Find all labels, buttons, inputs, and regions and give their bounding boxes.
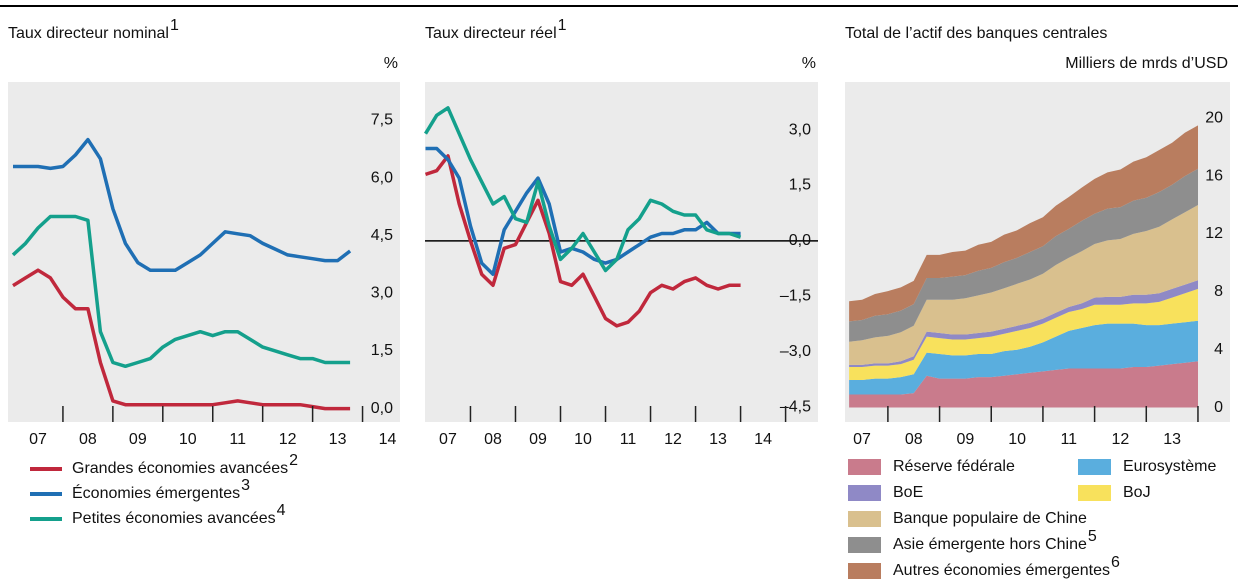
y-tick-label: 20 <box>1205 109 1223 126</box>
x-tick-label: 07 <box>853 431 871 448</box>
legend-label: Réserve fédérale <box>893 458 1015 475</box>
superscript: 1 <box>170 17 179 34</box>
legend-swatch <box>1078 459 1111 475</box>
area-layer <box>849 125 1198 322</box>
legend-label: Eurosystème <box>1123 458 1216 475</box>
legend-swatch <box>848 511 881 527</box>
y-tick-label: 0 <box>1214 399 1223 416</box>
superscript: 5 <box>1088 528 1097 545</box>
x-tick-label: 14 <box>754 431 772 448</box>
y-tick-label: 12 <box>1205 225 1223 242</box>
y-tick-label: 6,0 <box>371 169 393 186</box>
superscript: 4 <box>277 502 286 519</box>
x-tick-label: 14 <box>379 431 397 448</box>
y-tick-label: 0,0 <box>371 400 393 417</box>
area-layer <box>849 205 1198 365</box>
y-tick-label: 16 <box>1205 167 1223 184</box>
y-tick-label: 3,0 <box>789 121 811 138</box>
x-tick-label: 08 <box>905 431 923 448</box>
legend-label: Banque populaire de Chine <box>893 510 1087 527</box>
x-tick-label: 09 <box>957 431 975 448</box>
unit-label: Milliers de mrds d’USD <box>1065 55 1228 72</box>
legend-swatch <box>848 563 881 579</box>
x-tick-label: 13 <box>1163 431 1181 448</box>
unit-label: % <box>384 55 398 72</box>
y-tick-label: –1,5 <box>780 288 811 305</box>
area-layer <box>849 288 1198 380</box>
legend-swatch <box>1078 485 1111 501</box>
legend-label: BoJ <box>1123 484 1151 501</box>
x-tick-label: 13 <box>709 431 727 448</box>
x-tick-label: 08 <box>484 431 502 448</box>
y-tick-label: 7,5 <box>371 112 393 129</box>
y-tick-label: 3,0 <box>371 285 393 302</box>
y-tick-label: 4 <box>1214 341 1223 358</box>
x-tick-label: 09 <box>529 431 547 448</box>
area-layer <box>849 168 1198 342</box>
legend-swatch <box>848 459 881 475</box>
y-tick-label: 1,5 <box>371 342 393 359</box>
superscript: 1 <box>558 17 567 34</box>
legend-swatch <box>848 485 881 501</box>
line-series <box>11 214 351 369</box>
panel-title: Total de l’actif des banques centrales <box>845 25 1107 42</box>
area-layer <box>849 361 1198 408</box>
line-series <box>13 137 352 272</box>
legend-label: Grandes économies avancées <box>72 460 288 477</box>
legend-swatch <box>848 537 881 553</box>
line-series <box>425 146 741 276</box>
legend-label: Petites économies avancées <box>72 510 276 527</box>
superscript: 2 <box>289 452 298 469</box>
line-series <box>424 106 742 273</box>
area-layer <box>849 280 1198 367</box>
panel-title: Taux directeur réel <box>425 25 557 42</box>
x-tick-label: 10 <box>1008 431 1026 448</box>
panel-title: Taux directeur nominal <box>8 25 169 42</box>
line-series <box>424 154 741 328</box>
x-tick-label: 07 <box>439 431 457 448</box>
x-tick-label: 12 <box>664 431 682 448</box>
x-tick-label: 12 <box>1112 431 1130 448</box>
x-tick-label: 11 <box>620 431 637 448</box>
x-tick-label: 11 <box>1060 431 1077 448</box>
legend-label: Économies émergentes <box>72 483 240 502</box>
x-tick-label: 08 <box>79 431 97 448</box>
legend-label: Asie émergente hors Chine <box>893 536 1087 553</box>
x-tick-label: 12 <box>279 431 297 448</box>
y-tick-label: 4,5 <box>371 227 393 244</box>
x-tick-label: 13 <box>329 431 347 448</box>
x-tick-label: 07 <box>29 431 47 448</box>
superscript: 3 <box>241 477 250 494</box>
y-tick-label: –4,5 <box>780 398 811 415</box>
y-tick-label: 0,0 <box>789 232 811 249</box>
y-tick-label: –3,0 <box>780 343 811 360</box>
y-tick-label: 1,5 <box>789 177 811 194</box>
x-tick-label: 09 <box>129 431 147 448</box>
x-tick-label: 11 <box>229 431 246 448</box>
legend-label: BoE <box>893 484 923 501</box>
legend-label: Autres économies émergentes <box>893 562 1110 579</box>
unit-label: % <box>802 55 816 72</box>
x-tick-label: 10 <box>574 431 592 448</box>
x-tick-label: 10 <box>179 431 197 448</box>
superscript: 6 <box>1111 554 1120 571</box>
area-layer <box>849 320 1198 395</box>
line-series <box>12 268 351 411</box>
plot-background <box>425 82 818 422</box>
y-tick-label: 8 <box>1214 283 1223 300</box>
